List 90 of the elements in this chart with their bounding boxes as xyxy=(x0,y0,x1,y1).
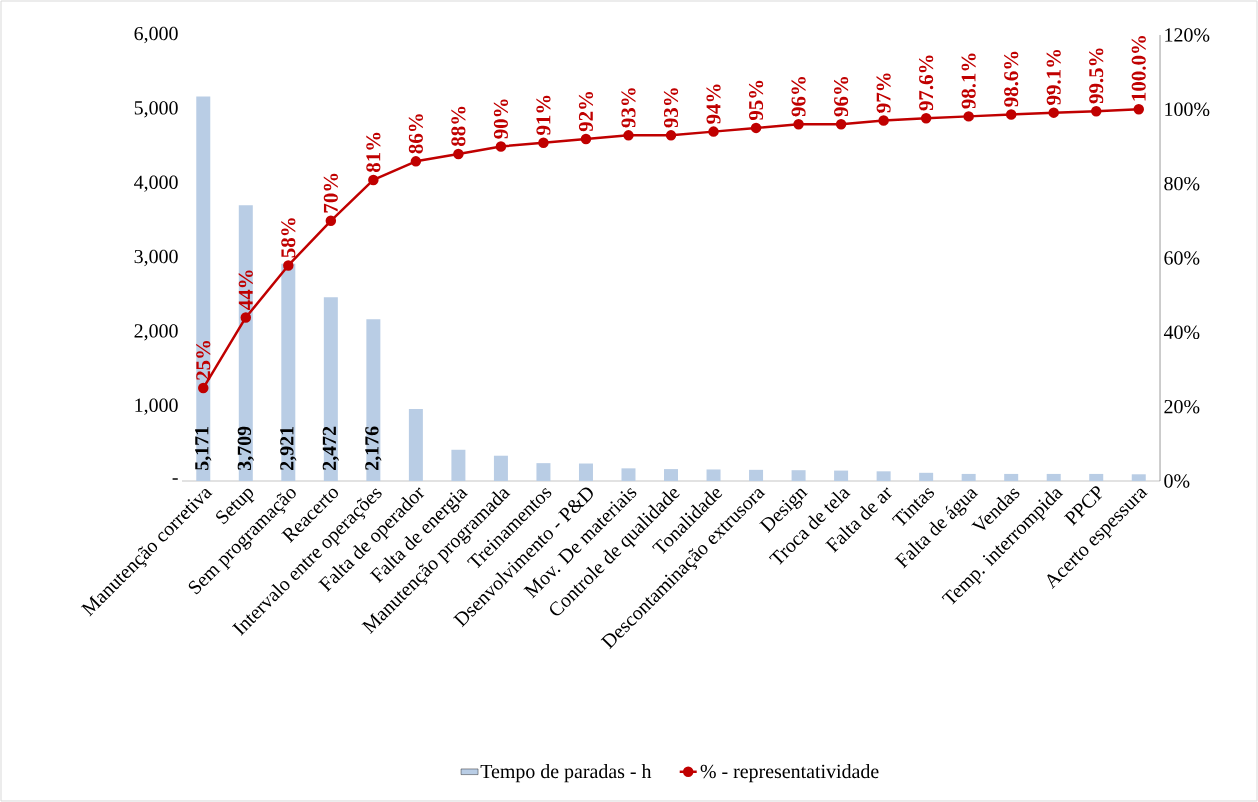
bar xyxy=(876,471,891,481)
bar xyxy=(621,468,636,481)
data-label: 58% xyxy=(281,218,296,258)
point xyxy=(368,174,379,186)
point xyxy=(623,130,634,141)
point xyxy=(283,260,294,271)
data-label: 96% xyxy=(791,77,806,117)
point xyxy=(453,148,464,160)
point xyxy=(920,112,932,124)
data-label: 98.1% xyxy=(961,53,976,109)
bar xyxy=(834,470,849,481)
point xyxy=(240,312,252,323)
y-tick-label: 1,000 xyxy=(135,398,178,415)
y-tick-label: - xyxy=(172,478,178,480)
bar xyxy=(366,319,381,481)
point xyxy=(410,156,422,167)
bar xyxy=(578,463,593,481)
data-label: 94% xyxy=(706,84,721,124)
legend-label: Tempo de paradas - h xyxy=(480,764,652,783)
point xyxy=(793,118,804,130)
data-label: 2,921 xyxy=(280,426,297,470)
bar xyxy=(493,455,508,481)
bar xyxy=(536,463,551,481)
bar xyxy=(281,263,296,481)
bar xyxy=(408,408,423,481)
point xyxy=(878,115,889,126)
data-label: 2,472 xyxy=(322,426,339,470)
y2-tick-label: 60% xyxy=(1164,251,1200,265)
data-label: 100.0% xyxy=(1131,36,1146,101)
bar xyxy=(323,297,338,481)
y-tick-label: 4,000 xyxy=(134,175,178,192)
data-label: 3,709 xyxy=(237,426,254,471)
data-label: 2,176 xyxy=(365,426,382,470)
bar xyxy=(664,469,679,481)
data-label: 96% xyxy=(834,77,849,117)
y-tick-label: 5,000 xyxy=(134,101,178,118)
data-label: 81% xyxy=(366,132,381,173)
data-label: 90% xyxy=(493,99,509,139)
point xyxy=(1090,105,1102,117)
bar xyxy=(706,469,721,481)
point xyxy=(538,137,549,149)
bar xyxy=(749,469,764,481)
data-label: 25% xyxy=(196,340,211,380)
point xyxy=(580,133,592,145)
bar xyxy=(1004,473,1019,481)
point xyxy=(1005,109,1017,120)
y2-tick-label: 80% xyxy=(1164,176,1200,191)
data-label: 93% xyxy=(621,88,636,128)
y2-tick-label: 0% xyxy=(1164,474,1190,488)
point xyxy=(665,130,677,141)
data-label: 92% xyxy=(578,91,594,132)
point xyxy=(325,215,337,227)
legend-label: % - representatividade xyxy=(700,764,879,783)
data-label: 70% xyxy=(323,173,338,213)
point xyxy=(750,122,762,134)
point xyxy=(708,126,719,137)
bar xyxy=(238,205,253,481)
point xyxy=(198,382,209,394)
data-label: 91% xyxy=(536,95,551,135)
data-label: 99.5% xyxy=(1089,48,1104,104)
point xyxy=(963,111,974,122)
bar xyxy=(1089,473,1104,481)
y-tick-label: 3,000 xyxy=(134,249,178,267)
data-label: 98.6% xyxy=(1004,51,1019,107)
data-label: 99.1% xyxy=(1046,49,1061,105)
data-label: 97.6% xyxy=(919,55,934,111)
data-label: 97% xyxy=(876,73,891,113)
point xyxy=(495,141,507,152)
data-label: 44% xyxy=(238,270,253,310)
y-tick-label: 6,000 xyxy=(134,26,178,44)
point xyxy=(835,118,847,130)
y-tick-label: 2,000 xyxy=(134,324,178,341)
bar xyxy=(961,473,976,481)
point xyxy=(1133,104,1145,115)
y2-tick-label: 100% xyxy=(1165,102,1210,117)
data-label: 86% xyxy=(408,114,423,154)
y2-tick-label: 20% xyxy=(1164,399,1200,414)
bar xyxy=(1046,473,1061,481)
data-label: 93% xyxy=(663,88,679,128)
bar xyxy=(919,472,934,481)
data-label: 95% xyxy=(748,80,764,121)
bar xyxy=(196,96,211,481)
bar xyxy=(1131,474,1146,481)
point xyxy=(1048,107,1059,118)
data-label: 5,171 xyxy=(195,426,212,470)
y2-tick-label: 40% xyxy=(1163,325,1200,340)
bar xyxy=(451,449,466,481)
data-label: 88% xyxy=(451,106,466,147)
y2-tick-label: 120% xyxy=(1165,28,1210,42)
bar xyxy=(791,470,806,481)
